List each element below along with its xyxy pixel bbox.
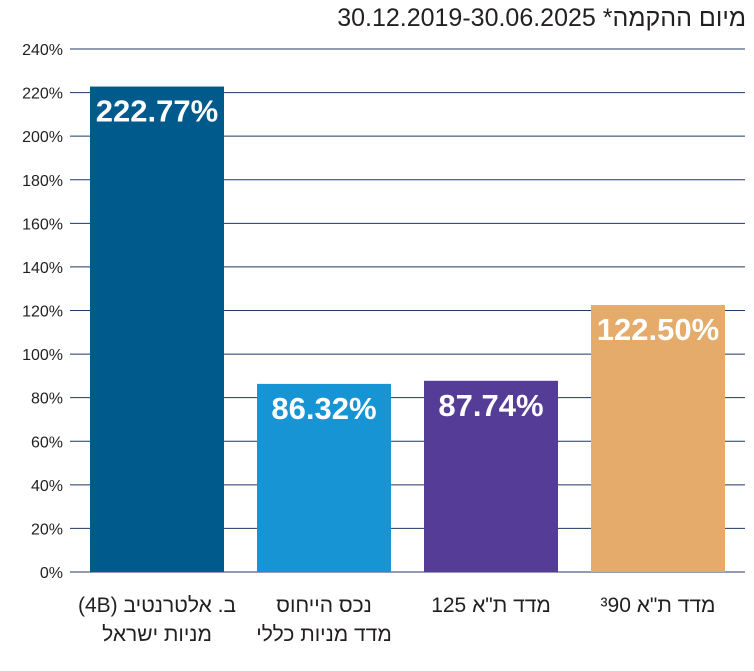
- y-tick-label: 40%: [31, 478, 63, 495]
- category-label: מדד מניות כללי: [256, 623, 392, 646]
- chart-title: מיום ההקמה* 30.12.2019-30.06.2025: [337, 4, 746, 32]
- bar-value-label: 86.32%: [271, 391, 376, 426]
- bars: [90, 86, 725, 572]
- y-tick-label: 140%: [22, 260, 63, 277]
- bar: [90, 86, 224, 572]
- y-tick-label: 160%: [22, 216, 63, 233]
- bar: [257, 383, 391, 572]
- bar-value-label: 222.77%: [96, 94, 218, 129]
- y-tick-label: 220%: [22, 86, 63, 103]
- y-tick-label: 200%: [22, 129, 63, 146]
- y-tick-label: 120%: [22, 304, 63, 321]
- bar-value-label: 87.74%: [438, 388, 543, 423]
- bar: [591, 305, 725, 572]
- y-tick-label: 20%: [31, 521, 63, 538]
- y-tick-label: 80%: [31, 391, 63, 408]
- category-label: מניות ישראל: [102, 623, 212, 646]
- y-axis-ticks: 0% 20% 40% 60% 80% 100% 120% 140% 160% 180% 200% 22…: [22, 42, 63, 582]
- category-label: מדד ת"א 125: [431, 594, 551, 617]
- bar: [424, 380, 558, 572]
- y-tick-label: 100%: [22, 347, 63, 364]
- category-label: נכס הייחוס: [276, 594, 372, 617]
- y-tick-label: 60%: [31, 434, 63, 451]
- y-tick-label: 0%: [40, 565, 63, 582]
- bar-value-label: 122.50%: [597, 312, 719, 347]
- category-label: מדד ת"א ³90: [601, 594, 716, 617]
- category-label: ב. אלטרנטיב (4B): [78, 594, 236, 617]
- value-labels: 222.77% 86.32% 87.74% 122.50%: [96, 94, 719, 426]
- y-tick-label: 180%: [22, 173, 63, 190]
- category-labels: ב. אלטרנטיב (4B) מניות ישראל נכס הייחוס מדד…: [78, 594, 715, 646]
- y-tick-label: 240%: [22, 42, 63, 59]
